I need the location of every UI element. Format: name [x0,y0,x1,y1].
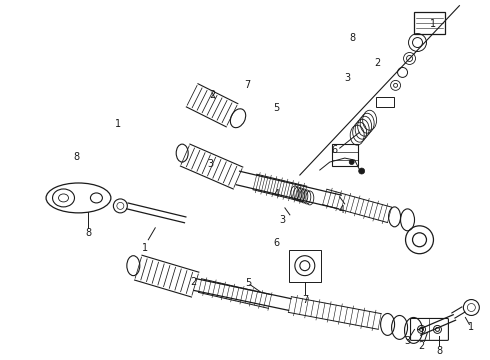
Circle shape [359,168,365,174]
Text: 4: 4 [274,189,280,199]
Text: 2: 2 [418,341,425,351]
Text: 1: 1 [115,120,121,129]
Text: 8: 8 [74,152,79,162]
Text: 8: 8 [349,33,356,43]
Text: 5: 5 [245,278,251,288]
Text: 4: 4 [339,205,345,215]
Text: 1: 1 [468,323,474,332]
Text: 2: 2 [191,277,197,287]
Text: 1: 1 [142,243,148,253]
Bar [376,97,393,107]
Text: 7: 7 [245,80,250,90]
Bar [414,12,445,33]
Text: 2: 2 [374,58,380,68]
Bar [289,250,321,282]
Text: 6: 6 [332,145,338,155]
Text: 6: 6 [274,238,280,248]
Text: 3: 3 [344,73,351,83]
Text: 7: 7 [302,294,308,305]
Text: 3: 3 [279,215,285,225]
Circle shape [349,159,354,165]
Text: 3: 3 [404,336,411,346]
Text: 5: 5 [273,103,280,113]
Text: 2: 2 [209,90,215,100]
Bar [332,144,358,166]
Text: 8: 8 [437,346,442,356]
Text: 8: 8 [85,228,92,238]
Text: 3: 3 [208,159,214,169]
Text: 1: 1 [430,19,436,29]
